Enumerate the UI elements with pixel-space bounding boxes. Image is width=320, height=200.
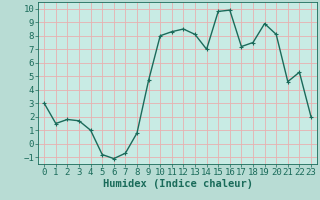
X-axis label: Humidex (Indice chaleur): Humidex (Indice chaleur) xyxy=(103,179,252,189)
